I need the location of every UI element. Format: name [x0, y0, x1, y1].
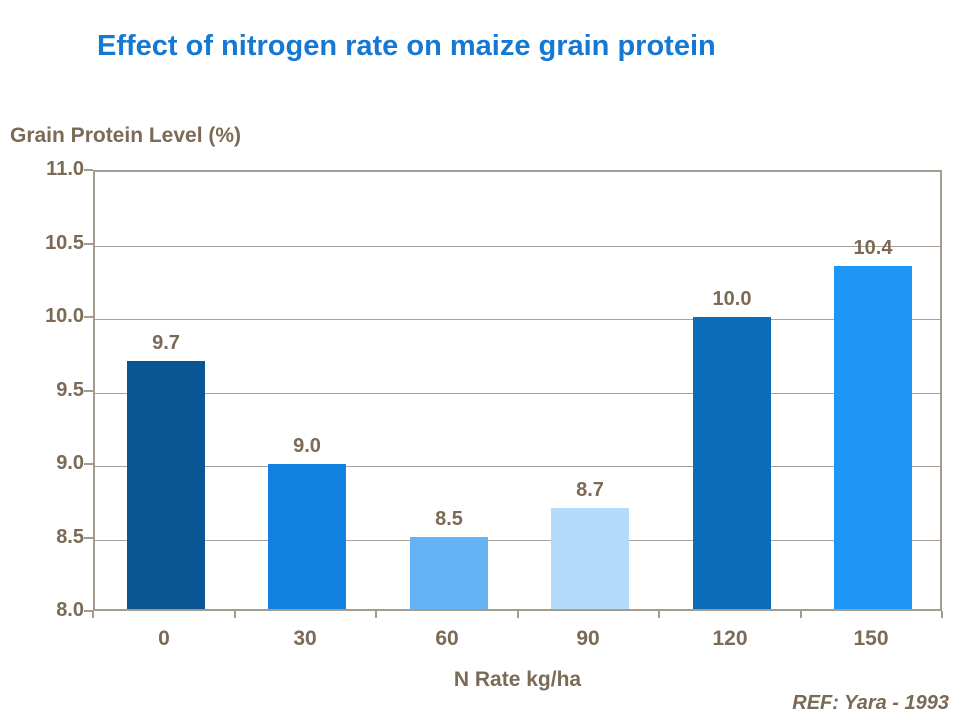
bar-60	[410, 537, 488, 609]
bar-value-label: 9.0	[293, 435, 321, 457]
plot-area: 9.7 9.0 8.5 8.7 10.0 10.4	[93, 170, 942, 611]
x-tick-label: 90	[576, 627, 600, 650]
x-tick-mark	[234, 611, 236, 618]
y-tick-label: 8.5	[56, 526, 84, 548]
y-tick-mark	[84, 610, 93, 612]
bar-120	[693, 317, 771, 609]
x-tick-label: 150	[853, 627, 889, 650]
y-tick-label: 10.0	[45, 305, 84, 327]
bar-value-label: 8.5	[435, 508, 463, 530]
gridline	[95, 319, 940, 320]
bar-value-label: 8.7	[576, 479, 604, 501]
y-tick-mark	[84, 169, 93, 171]
y-axis-title: Grain Protein Level (%)	[10, 124, 242, 147]
bar-value-label: 10.4	[853, 237, 893, 259]
x-tick-label: 120	[712, 627, 748, 650]
x-tick-mark	[517, 611, 519, 618]
reference-note: REF: Yara - 1993	[792, 692, 949, 714]
y-tick-label: 11.0	[46, 158, 84, 180]
bar-90	[551, 508, 629, 609]
gridline	[95, 466, 940, 467]
gridline	[95, 540, 940, 541]
y-tick-label: 9.5	[56, 379, 84, 401]
y-tick-label: 9.0	[56, 452, 84, 474]
x-tick-mark	[658, 611, 660, 618]
chart-title: Effect of nitrogen rate on maize grain p…	[97, 30, 716, 62]
bar-150	[834, 266, 912, 609]
gridline	[95, 246, 940, 247]
y-tick-mark	[84, 390, 93, 392]
bar-value-label: 10.0	[712, 288, 752, 310]
y-tick-mark	[84, 463, 93, 465]
x-tick-mark	[941, 611, 943, 618]
bar-value-label: 9.7	[152, 332, 180, 354]
y-tick-label: 8.0	[56, 599, 84, 621]
x-tick-label: 30	[293, 627, 317, 650]
x-axis-title: N Rate kg/ha	[453, 668, 582, 691]
y-tick-mark	[84, 316, 93, 318]
y-tick-label: 10.5	[45, 232, 84, 254]
bar-0	[127, 361, 205, 609]
x-tick-label: 0	[158, 627, 170, 650]
x-tick-label: 60	[435, 627, 459, 650]
gridline	[95, 393, 940, 394]
bar-30	[268, 464, 346, 609]
x-tick-mark	[92, 611, 94, 618]
y-tick-mark	[84, 243, 93, 245]
x-tick-mark	[800, 611, 802, 618]
x-tick-mark	[375, 611, 377, 618]
y-tick-mark	[84, 537, 93, 539]
